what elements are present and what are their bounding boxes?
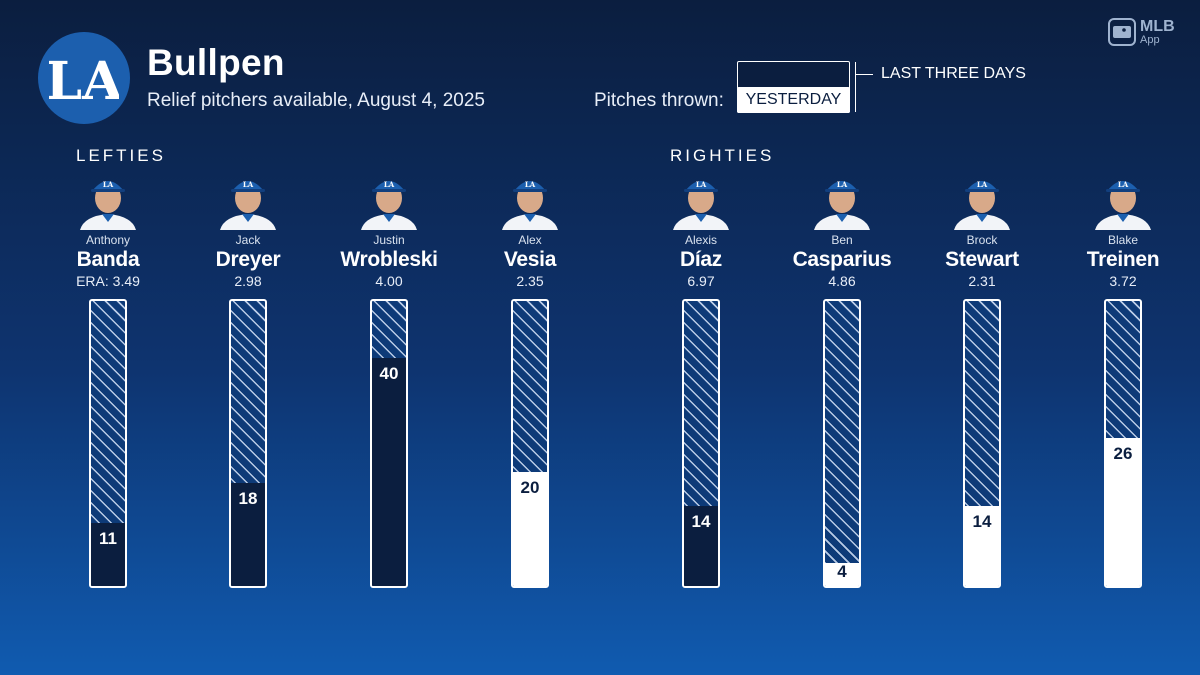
mlb-app-badge: MLB App <box>1108 18 1175 46</box>
bar-fill-last-three-days <box>684 506 718 586</box>
cap-logo: LA <box>243 180 254 189</box>
player-last-name: Díaz <box>680 248 722 271</box>
legend-connector <box>855 74 873 75</box>
era-value: 3.72 <box>1109 273 1137 289</box>
chart-title: Bullpen <box>147 42 285 83</box>
bar-value-label: 14 <box>972 512 992 531</box>
app-badge-text: App <box>1140 33 1160 46</box>
player-card: LA Ben Casparius 4.86 <box>772 170 912 290</box>
group-label-lefties: LEFTIES <box>76 146 166 165</box>
cap-logo: LA <box>837 180 848 189</box>
era-value: 6.97 <box>687 273 715 289</box>
player-era: 2.35 <box>460 272 600 290</box>
player-last-name: Vesia <box>503 248 557 271</box>
era-value: 4.00 <box>375 273 403 289</box>
player-first-name: Brock <box>966 233 998 247</box>
player-last-name: Casparius <box>792 248 892 271</box>
player-headshot-icon: LA <box>361 180 417 230</box>
cap-logo: LA <box>525 180 536 189</box>
legend-swatch-yesterday: YESTERDAY <box>737 87 850 113</box>
era-value: 2.31 <box>968 273 996 289</box>
la-logo-icon: LA <box>49 51 119 112</box>
bar-value-label: 4 <box>837 562 847 581</box>
dodgers-logo: LA <box>38 32 130 124</box>
player-era: 2.31 <box>912 272 1052 290</box>
player-first-name: Alex <box>518 233 542 247</box>
era-value: 2.98 <box>234 273 262 289</box>
player-era: ERA: 3.49 <box>38 272 178 290</box>
pitch-bar: 20 <box>511 299 549 588</box>
player-card: LA Blake Treinen 3.72 <box>1053 170 1193 290</box>
logo-lettering: LA <box>49 51 119 112</box>
bar-fill-last-three-days <box>372 358 406 586</box>
player-first-name: Anthony <box>85 233 131 247</box>
player-headshot-icon: LA <box>814 180 870 230</box>
player-card: LA Brock Stewart 2.31 <box>912 170 1052 290</box>
player-headshot-icon: LA <box>673 180 729 230</box>
bar-fill-yesterday <box>965 506 999 586</box>
player-card: LA Justin Wrobleski 4.00 <box>319 170 459 290</box>
cap-logo: LA <box>103 180 114 189</box>
player-era: 4.00 <box>319 272 459 290</box>
bar-fill-last-three-days <box>231 483 265 586</box>
bar-fill-last-three-days <box>91 523 125 586</box>
bar-fill-yesterday <box>825 563 859 586</box>
cap-logo: LA <box>696 180 707 189</box>
chart-subtitle: Relief pitchers available, August 4, 202… <box>147 90 485 111</box>
player-card: LA Alexis Díaz 6.97 <box>631 170 771 290</box>
player-era: 6.97 <box>631 272 771 290</box>
bar-value-label: 26 <box>1113 444 1133 463</box>
group-label-righties: RIGHTIES <box>670 146 775 165</box>
bar-value-label: 40 <box>379 364 399 383</box>
player-headshot-icon: LA <box>1095 180 1151 230</box>
player-era: 4.86 <box>772 272 912 290</box>
legend-bracket <box>855 62 867 112</box>
era-value: 4.86 <box>828 273 856 289</box>
player-era: 2.98 <box>178 272 318 290</box>
player-first-name: Ben <box>831 233 853 247</box>
pitch-bar: 14 <box>963 299 1001 588</box>
era-value: 3.49 <box>112 273 140 289</box>
era-prefix: ERA: <box>76 273 113 289</box>
player-last-name: Dreyer <box>215 248 281 271</box>
bar-value-label: 11 <box>99 529 117 548</box>
mlb-badge-text: MLB <box>1140 17 1175 35</box>
pitch-bar: 18 <box>229 299 267 588</box>
player-last-name: Wrobleski <box>340 248 438 271</box>
player-era: 3.72 <box>1053 272 1193 290</box>
player-last-name: Treinen <box>1086 248 1160 271</box>
player-first-name: Jack <box>235 233 261 247</box>
player-headshot-icon: LA <box>502 180 558 230</box>
player-first-name: Alexis <box>684 233 717 247</box>
pitch-bar: 26 <box>1104 299 1142 588</box>
bar-value-label: 18 <box>238 489 258 508</box>
cap-logo: LA <box>384 180 395 189</box>
bar-fill-yesterday <box>513 472 547 586</box>
player-headshot-icon: LA <box>954 180 1010 230</box>
pitch-bar: 40 <box>370 299 408 588</box>
player-first-name: Justin <box>373 233 405 247</box>
mlb-logo-icon <box>1108 18 1136 46</box>
player-headshot-icon: LA <box>80 180 136 230</box>
pitch-bar: 14 <box>682 299 720 588</box>
player-first-name: Blake <box>1107 233 1139 247</box>
cap-logo: LA <box>977 180 988 189</box>
player-card: LA Anthony Banda ERA: 3.49 <box>38 170 178 290</box>
era-value: 2.35 <box>516 273 544 289</box>
legend-label: Pitches thrown: <box>594 90 724 111</box>
player-headshot-icon: LA <box>220 180 276 230</box>
player-card: LA Jack Dreyer 2.98 <box>178 170 318 290</box>
player-last-name: Banda <box>76 248 140 271</box>
legend-last-three-days-label: LAST THREE DAYS <box>881 65 1026 82</box>
bar-value-label: 20 <box>520 478 540 497</box>
pitch-bar: 11 <box>89 299 127 588</box>
bar-value-label: 14 <box>691 512 711 531</box>
cap-logo: LA <box>1118 180 1129 189</box>
pitch-bar: 4 <box>823 299 861 588</box>
bar-fill-yesterday <box>1106 438 1140 586</box>
player-last-name: Stewart <box>945 248 1019 271</box>
player-card: LA Alex Vesia 2.35 <box>460 170 600 290</box>
